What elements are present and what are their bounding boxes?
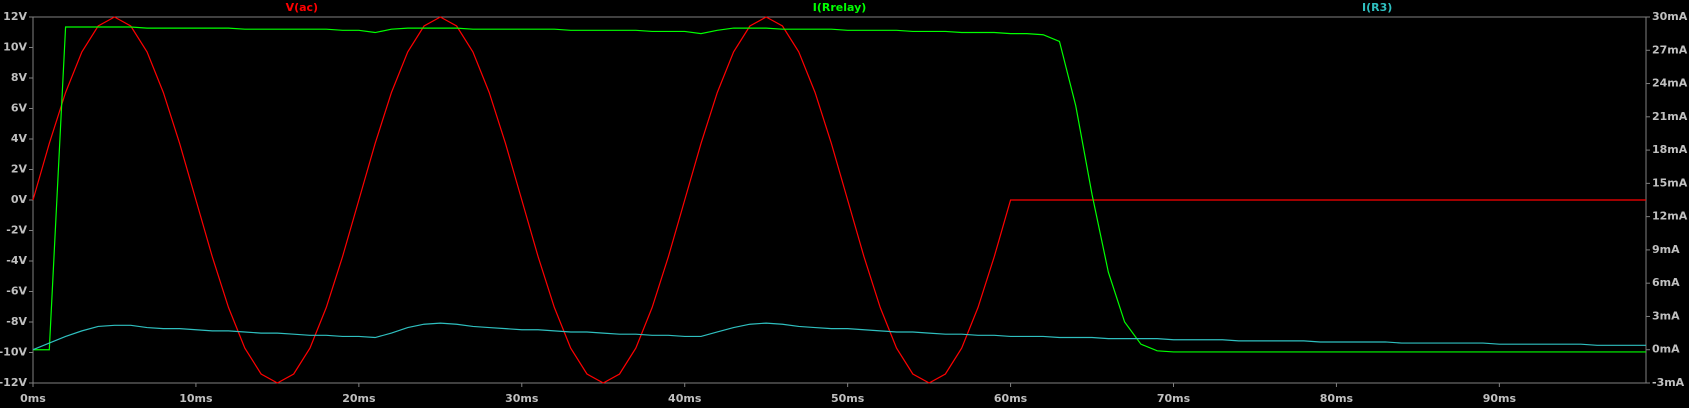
y-tick-label: -12V [0, 376, 27, 389]
x-tick-label: 50ms [831, 392, 865, 405]
y-tick-label: -2V [6, 224, 27, 237]
y2-tick-label: 30mA [1652, 10, 1688, 23]
legend-label: I(R3) [1362, 1, 1392, 14]
y2-tick-label: -3mA [1652, 376, 1685, 389]
x-tick-label: 20ms [342, 392, 376, 405]
y2-tick-label: 12mA [1652, 210, 1688, 223]
y2-tick-label: 18mA [1652, 143, 1688, 156]
series-line [32, 322, 1646, 351]
y-tick-label: 2V [11, 163, 28, 176]
y-tick-label: 6V [11, 102, 28, 115]
y-tick-label: -10V [0, 346, 27, 359]
y-tick-label: -4V [6, 254, 27, 267]
series-line [32, 16, 1646, 384]
y-tick-label: 4V [11, 132, 28, 145]
x-tick-label: 10ms [179, 392, 213, 405]
y2-tick-label: 3mA [1652, 309, 1680, 322]
y-tick-label: 8V [11, 71, 28, 84]
y-tick-label: -6V [6, 285, 27, 298]
y-tick-label: 12V [3, 10, 27, 23]
y2-tick-label: 15mA [1652, 176, 1688, 189]
series-line [33, 26, 1646, 353]
x-tick-label: 70ms [1157, 392, 1191, 405]
y-tick-label: -8V [6, 315, 27, 328]
x-tick-label: 90ms [1483, 392, 1517, 405]
y2-tick-label: 21mA [1652, 110, 1688, 123]
x-tick-label: 40ms [668, 392, 702, 405]
x-tick-label: 30ms [505, 392, 539, 405]
legend-label: I(Rrelay) [813, 1, 867, 14]
x-tick-label: 60ms [994, 392, 1028, 405]
x-tick-label: 80ms [1320, 392, 1354, 405]
legend-label: V(ac) [286, 1, 319, 14]
y2-tick-label: 9mA [1652, 243, 1680, 256]
y-tick-label: 10V [3, 41, 27, 54]
x-tick-label: 0ms [20, 392, 46, 405]
y2-tick-label: 6mA [1652, 276, 1680, 289]
y2-tick-label: 27mA [1652, 43, 1688, 56]
y-tick-label: 0V [11, 193, 28, 206]
y2-tick-label: 24mA [1652, 77, 1688, 90]
y2-tick-label: 0mA [1652, 343, 1680, 356]
